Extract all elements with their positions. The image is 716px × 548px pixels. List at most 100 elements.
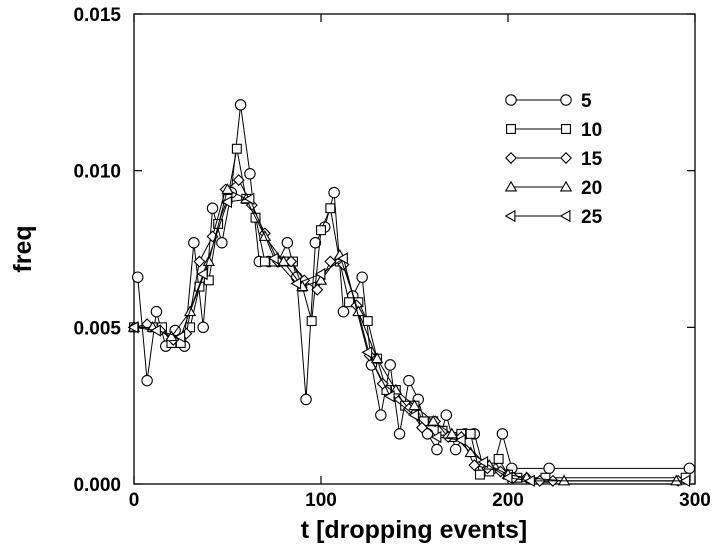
legend-item-25: 25	[504, 207, 603, 228]
legend-marker	[559, 209, 571, 223]
data-point	[431, 443, 443, 456]
data-point	[202, 255, 215, 266]
legend-label: 10	[581, 120, 602, 141]
data-point	[193, 255, 206, 268]
data-point	[141, 374, 153, 387]
x-tick-label: 0	[129, 490, 140, 511]
data-point	[150, 305, 163, 318]
data-point	[221, 195, 232, 209]
series-25	[127, 192, 691, 488]
data-point	[234, 99, 247, 111]
data-point	[309, 236, 322, 249]
series-10	[129, 143, 691, 483]
data-point	[361, 346, 373, 359]
data-point	[206, 202, 219, 215]
data-point	[427, 415, 440, 426]
data-point	[150, 324, 161, 337]
data-point	[328, 186, 340, 199]
legend-item-20: 20	[504, 178, 602, 199]
legend-marker	[504, 209, 516, 223]
data-point	[375, 409, 387, 421]
data-point	[524, 474, 535, 488]
y-tick-label: 0.000	[73, 475, 121, 496]
data-point	[203, 275, 214, 286]
y-axis-title: freq	[9, 225, 37, 272]
data-point	[543, 462, 555, 475]
data-point	[383, 390, 395, 403]
data-point	[493, 453, 504, 464]
legend-item-15: 15	[505, 149, 603, 170]
data-point	[421, 428, 434, 440]
data-point	[131, 271, 144, 283]
data-point	[127, 321, 139, 334]
legend-marker	[506, 124, 516, 134]
data-point	[314, 274, 328, 285]
legend-label: 5	[581, 91, 592, 112]
data-point	[314, 267, 326, 281]
data-point	[474, 469, 485, 480]
data-point	[477, 455, 489, 469]
data-point	[290, 277, 302, 290]
data-point	[311, 283, 324, 296]
y-tick-label: 0.015	[73, 5, 121, 26]
legend: 5 10 15 20 25	[504, 91, 603, 228]
legend-marker	[504, 180, 518, 192]
data-point	[277, 255, 290, 266]
data-point	[243, 192, 255, 206]
data-point	[465, 428, 476, 439]
legend-marker	[560, 152, 572, 164]
legend-label: 15	[581, 149, 603, 170]
data-point	[370, 352, 384, 364]
x-tick-label: 200	[492, 490, 524, 511]
x-tick-label: 100	[305, 490, 337, 511]
data-point	[188, 236, 200, 249]
data-point	[384, 359, 396, 371]
data-point	[670, 474, 683, 486]
legend-marker	[560, 94, 572, 106]
data-point	[454, 433, 466, 447]
data-point	[468, 459, 481, 472]
legend-marker	[561, 124, 571, 134]
data-point	[197, 321, 209, 334]
data-point	[408, 399, 421, 411]
y-tick-label: 0.005	[73, 318, 121, 339]
ticks: 0 100 200 300 0.000 0.005 0.010 0.015	[73, 5, 710, 511]
data-point	[231, 143, 242, 154]
data-point	[337, 305, 350, 318]
data-point	[445, 427, 459, 439]
data-point	[557, 474, 571, 486]
data-point	[408, 408, 419, 422]
data-point	[403, 374, 415, 387]
data-point	[165, 330, 178, 342]
data-point	[221, 183, 234, 194]
data-point	[430, 430, 442, 444]
data-point	[449, 443, 462, 456]
data-point	[337, 252, 348, 265]
y-tick-label: 0.010	[73, 162, 121, 183]
series-20	[127, 183, 683, 486]
series	[127, 99, 696, 488]
x-axis-title: t [dropping events]	[301, 516, 527, 544]
data-point	[325, 203, 336, 214]
legend-marker	[505, 94, 517, 106]
data-point	[362, 316, 373, 327]
data-point	[259, 256, 270, 267]
data-point	[501, 471, 513, 484]
plot-frame	[133, 13, 696, 485]
data-point	[267, 252, 279, 265]
data-point	[232, 174, 245, 187]
data-point	[300, 393, 312, 406]
data-point	[174, 330, 186, 343]
data-point	[216, 236, 228, 249]
data-point	[440, 409, 453, 421]
legend-item-10: 10	[506, 120, 602, 141]
data-point	[393, 428, 406, 440]
data-point	[196, 267, 208, 281]
series-line-20	[134, 188, 677, 482]
data-point	[316, 225, 326, 236]
series-line-10	[134, 148, 686, 479]
data-point	[356, 271, 368, 283]
legend-item-5: 5	[505, 91, 592, 112]
legend-label: 25	[581, 207, 603, 228]
